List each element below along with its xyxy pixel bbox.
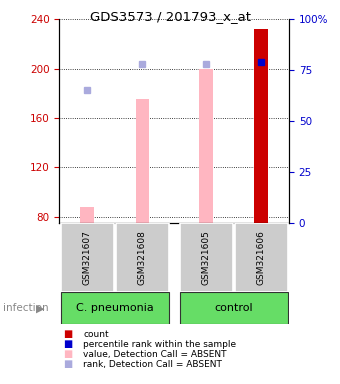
Bar [61, 223, 114, 292]
Bar [116, 223, 169, 292]
Bar [235, 223, 288, 292]
Text: GSM321605: GSM321605 [202, 230, 210, 285]
Text: C. pneumonia: C. pneumonia [76, 303, 154, 313]
Text: ■: ■ [63, 359, 72, 369]
Bar [80, 207, 94, 223]
Text: GSM321608: GSM321608 [138, 230, 147, 285]
Text: ▶: ▶ [36, 303, 44, 313]
Text: count: count [83, 329, 109, 339]
Bar [180, 292, 288, 324]
Bar [61, 292, 169, 324]
Text: percentile rank within the sample: percentile rank within the sample [83, 339, 236, 349]
Text: infection: infection [3, 303, 49, 313]
Text: rank, Detection Call = ABSENT: rank, Detection Call = ABSENT [83, 359, 222, 369]
Text: ■: ■ [63, 329, 72, 339]
Bar [254, 29, 268, 223]
Bar [199, 68, 213, 223]
Bar [180, 223, 233, 292]
Text: ■: ■ [63, 349, 72, 359]
Text: GDS3573 / 201793_x_at: GDS3573 / 201793_x_at [89, 10, 251, 23]
Text: GSM321606: GSM321606 [257, 230, 266, 285]
Text: ■: ■ [63, 339, 72, 349]
Bar [136, 99, 149, 223]
Text: value, Detection Call = ABSENT: value, Detection Call = ABSENT [83, 349, 227, 359]
Text: control: control [215, 303, 253, 313]
Text: GSM321607: GSM321607 [83, 230, 92, 285]
